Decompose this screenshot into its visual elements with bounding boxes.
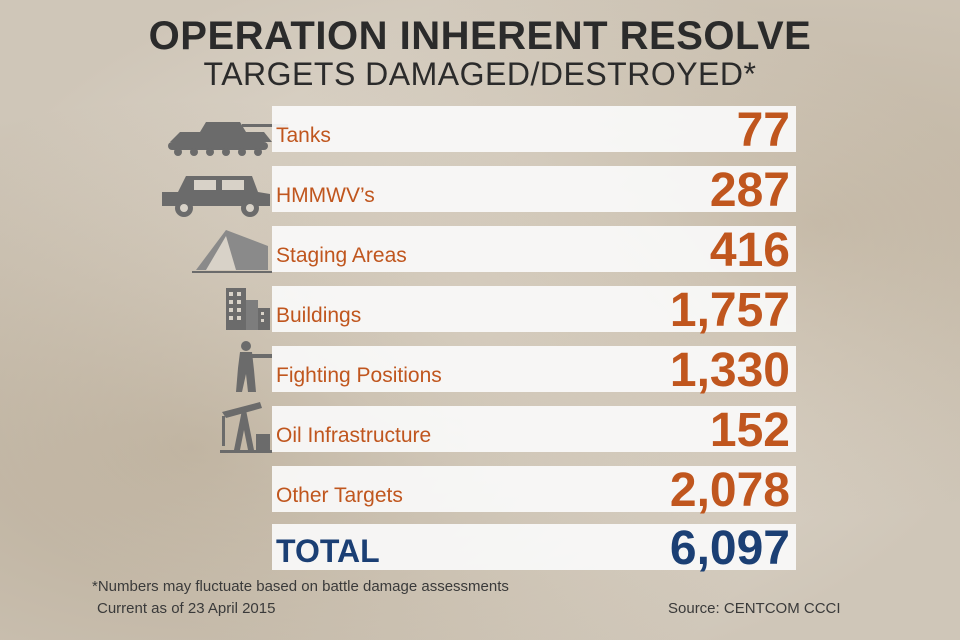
footnote: *Numbers may fluctuate based on battle d… [92,578,509,595]
row-staging-areas: Staging Areas 416 [272,226,796,276]
oil-pump-icon [220,400,272,454]
row-value: 1,757 [669,284,790,337]
total-value: 6,097 [669,522,790,575]
total-label: TOTAL [276,533,380,569]
row-label: Tanks [276,124,331,147]
buildings-icon [224,286,272,332]
page-subtitle: TARGETS DAMAGED/DESTROYED* [203,56,757,92]
tank-icon [166,112,290,158]
row-oil-infrastructure: Oil Infrastructure 152 [272,406,796,456]
row-value: 77 [736,104,790,157]
as-of-date: Current as of 23 April 2015 [97,600,276,617]
row-value: 1,330 [669,344,790,397]
tent-icon [192,226,272,276]
row-tanks: Tanks 77 [272,106,796,156]
row-label: Oil Infrastructure [276,424,432,447]
row-total: TOTAL 6,097 [272,524,796,574]
row-label: Buildings [276,304,362,327]
source-credit: Source: CENTCOM CCCI [668,600,841,617]
page-title: OPERATION INHERENT RESOLVE [148,14,812,58]
row-other-targets: Other Targets 2,078 [272,466,796,516]
row-label: Fighting Positions [276,364,442,387]
row-label: Staging Areas [276,244,407,267]
row-hmmwvs: HMMWV’s 287 [272,166,796,216]
row-buildings: Buildings 1,757 [272,286,796,336]
soldier-icon [230,340,272,394]
row-fighting-positions: Fighting Positions 1,330 [272,346,796,396]
row-value: 416 [709,224,790,277]
row-label: Other Targets [276,484,403,507]
humvee-icon [160,170,272,218]
row-value: 2,078 [669,464,790,517]
row-value: 287 [709,164,790,217]
row-label: HMMWV’s [276,184,375,207]
row-value: 152 [709,404,790,457]
